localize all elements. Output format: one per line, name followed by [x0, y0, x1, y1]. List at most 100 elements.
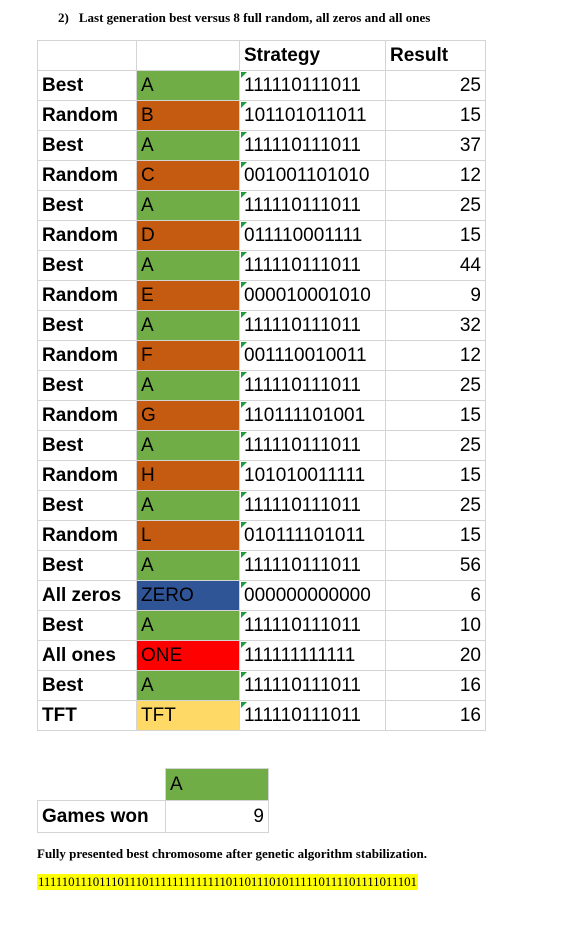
row-result: 25: [385, 70, 486, 101]
chromosome-note: Fully presented best chromosome after ge…: [37, 846, 427, 861]
row-result: 9: [385, 280, 486, 311]
results-table: Strategy Result Best A 111110111011 25 Rando…: [37, 40, 486, 731]
games-won-column-label: A: [165, 768, 269, 801]
table-row: Best A 111110111011 25: [37, 370, 486, 401]
table-row: Best A 111110111011 25: [37, 70, 486, 101]
row-result: 25: [385, 490, 486, 521]
row-result: 15: [385, 220, 486, 251]
row-type: Random: [37, 100, 137, 131]
row-result: 6: [385, 580, 486, 611]
games-won-header-row: A: [38, 768, 269, 801]
row-label: A: [136, 490, 240, 521]
row-strategy: 111110111011: [239, 550, 386, 581]
table-row: Random B 101101011011 15: [37, 100, 486, 131]
row-strategy: 101101011011: [239, 100, 386, 131]
row-strategy: 000000000000: [239, 580, 386, 611]
row-type: Best: [37, 70, 137, 101]
row-result: 32: [385, 310, 486, 341]
row-strategy: 001110010011: [239, 340, 386, 371]
row-strategy: 111110111011: [239, 490, 386, 521]
games-won-value: 9: [165, 800, 269, 833]
row-label: ZERO: [136, 580, 240, 611]
row-strategy: 111110111011: [239, 250, 386, 281]
row-label: E: [136, 280, 240, 311]
table-row: Best A 111110111011 56: [37, 550, 486, 581]
row-type: Random: [37, 220, 137, 251]
row-result: 15: [385, 520, 486, 551]
header-empty-label: [136, 40, 240, 71]
row-type: Best: [37, 250, 137, 281]
row-result: 37: [385, 130, 486, 161]
row-label: ONE: [136, 640, 240, 671]
row-strategy: 000010001010: [239, 280, 386, 311]
row-type: Best: [37, 310, 137, 341]
row-strategy: 111110111011: [239, 190, 386, 221]
row-type: Best: [37, 550, 137, 581]
row-label: L: [136, 520, 240, 551]
games-won-table: A Games won 9: [37, 768, 269, 833]
row-result: 12: [385, 340, 486, 371]
row-type: Random: [37, 160, 137, 191]
row-type: Best: [37, 190, 137, 221]
row-result: 16: [385, 670, 486, 701]
row-result: 15: [385, 400, 486, 431]
row-label: A: [136, 310, 240, 341]
row-strategy: 111111111111: [239, 640, 386, 671]
table-row: TFT TFT 111110111011 16: [37, 700, 486, 731]
row-type: Best: [37, 670, 137, 701]
row-result: 25: [385, 370, 486, 401]
row-strategy: 111110111011: [239, 670, 386, 701]
row-result: 25: [385, 430, 486, 461]
table-row: Best A 111110111011 37: [37, 130, 486, 161]
row-label: A: [136, 610, 240, 641]
table-header-row: Strategy Result: [37, 40, 486, 71]
games-won-empty-cell: [38, 769, 166, 801]
row-strategy: 010111101011: [239, 520, 386, 551]
row-strategy: 111110111011: [239, 70, 386, 101]
header-empty-type: [37, 40, 137, 71]
section-title: Last generation best versus 8 full rando…: [78, 10, 431, 25]
row-result: 10: [385, 610, 486, 641]
table-row: Random E 000010001010 9: [37, 280, 486, 311]
row-label: F: [136, 340, 240, 371]
header-result: Result: [385, 40, 486, 71]
row-result: 44: [385, 250, 486, 281]
games-won-row: Games won 9: [37, 800, 269, 833]
row-strategy: 111110111011: [239, 700, 386, 731]
row-result: 12: [385, 160, 486, 191]
row-type: Random: [37, 520, 137, 551]
row-type: Best: [37, 430, 137, 461]
row-label: A: [136, 370, 240, 401]
row-result: 20: [385, 640, 486, 671]
row-result: 16: [385, 700, 486, 731]
row-type: Best: [37, 130, 137, 161]
row-label: H: [136, 460, 240, 491]
row-result: 25: [385, 190, 486, 221]
row-label: B: [136, 100, 240, 131]
table-row: Random C 001001101010 12: [37, 160, 486, 191]
row-strategy: 110111101001: [239, 400, 386, 431]
row-strategy: 001001101010: [239, 160, 386, 191]
table-row: All ones ONE 111111111111 20: [37, 640, 486, 671]
row-strategy: 011110001111: [239, 220, 386, 251]
table-row: Best A 111110111011 25: [37, 490, 486, 521]
table-row: Random H 101010011111 15: [37, 460, 486, 491]
row-strategy: 111110111011: [239, 370, 386, 401]
chromosome-string: 1111101110111011101111111111111011011101…: [37, 874, 418, 890]
row-label: A: [136, 130, 240, 161]
header-strategy: Strategy: [239, 40, 386, 71]
table-row: Random F 001110010011 12: [37, 340, 486, 371]
table-row: Random L 010111101011 15: [37, 520, 486, 551]
row-result: 56: [385, 550, 486, 581]
row-type: TFT: [37, 700, 137, 731]
row-label: C: [136, 160, 240, 191]
row-type: Best: [37, 610, 137, 641]
row-label: A: [136, 250, 240, 281]
section-number: 2): [58, 10, 69, 25]
row-label: A: [136, 670, 240, 701]
section-heading: 2) Last generation best versus 8 full ran…: [58, 10, 430, 26]
row-type: All ones: [37, 640, 137, 671]
table-row: Random D 011110001111 15: [37, 220, 486, 251]
row-type: All zeros: [37, 580, 137, 611]
row-label: A: [136, 550, 240, 581]
